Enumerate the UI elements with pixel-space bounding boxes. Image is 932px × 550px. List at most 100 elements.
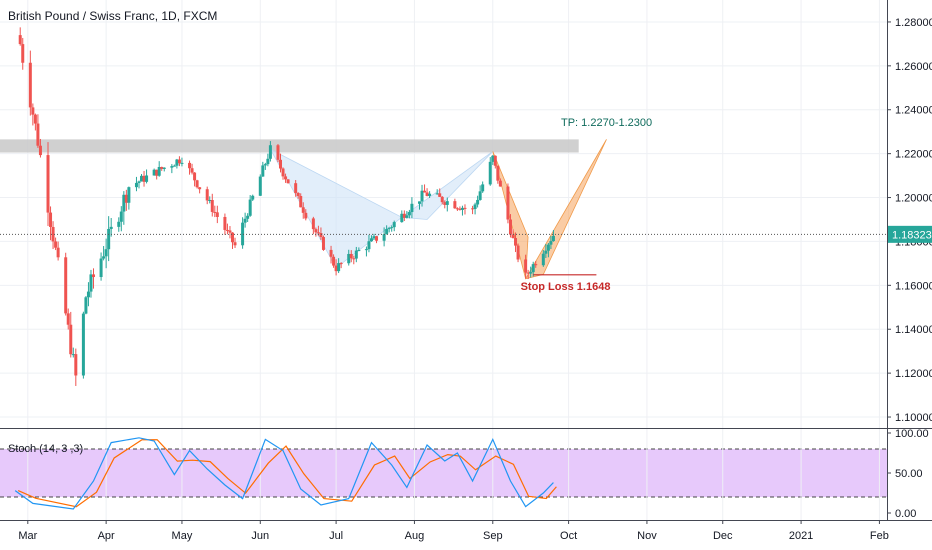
candle-body: [493, 155, 497, 166]
candle-body: [390, 227, 394, 229]
stoch-d-line: [17, 439, 557, 508]
candle-body: [339, 263, 343, 265]
candle-body: [531, 264, 535, 273]
candle-body: [155, 169, 159, 176]
candle-body: [193, 172, 197, 181]
candle-body: [524, 259, 528, 273]
candle-body: [66, 313, 70, 325]
candle-body: [375, 236, 379, 241]
candle-body: [541, 253, 545, 266]
candle-body: [473, 204, 477, 210]
x-tick-label: Dec: [713, 530, 733, 542]
candle-body: [385, 229, 389, 235]
current-price-tag: 1.18323: [888, 225, 932, 243]
candle-body: [458, 208, 462, 210]
candle-body: [51, 226, 55, 242]
candle-body: [445, 201, 449, 205]
candle-body: [549, 241, 553, 245]
candle-body: [246, 215, 250, 219]
candle-body: [496, 165, 500, 181]
candle-body: [188, 162, 192, 169]
candle-body: [49, 212, 53, 227]
x-tick-label: Apr: [98, 530, 115, 542]
candle-body: [180, 162, 184, 164]
chart-title: British Pound / Swiss Franc, 1D, FXCM: [8, 9, 217, 23]
main-pane[interactable]: Stop Loss 1.1648 TP: 1.2270-1.2300 Briti…: [0, 0, 887, 428]
candle-body: [99, 258, 103, 278]
candle-body: [102, 256, 106, 259]
x-tick-label: Feb: [870, 530, 889, 542]
candle-body: [551, 235, 555, 242]
candle-body: [526, 272, 530, 274]
candle-body: [233, 242, 237, 246]
candle-body: [498, 180, 502, 187]
candle-body: [213, 211, 217, 213]
candle-body: [372, 236, 376, 239]
x-tick-label: Mar: [18, 530, 37, 542]
candle-body: [392, 222, 396, 228]
candle-body: [210, 200, 214, 212]
candle-body: [205, 189, 209, 201]
candle-body: [92, 274, 96, 278]
candle-body: [243, 218, 247, 223]
candle-body: [208, 200, 212, 202]
resistance-zone[interactable]: [0, 139, 579, 153]
candle-body: [334, 265, 338, 272]
candle-body: [349, 253, 353, 259]
candle-body: [162, 167, 166, 169]
candle-body: [544, 250, 548, 254]
candle-body: [425, 192, 429, 196]
candle-body: [145, 175, 149, 182]
candles: [18, 27, 555, 386]
candle-body: [38, 145, 42, 156]
candle-body: [281, 168, 285, 177]
candle-body: [407, 212, 411, 216]
candle-body: [86, 291, 90, 298]
candle-body: [279, 159, 283, 169]
stoch-axis[interactable]: 100.00 50.00 0.00: [887, 428, 929, 520]
x-tick-label: Nov: [637, 530, 657, 542]
candle-body: [223, 216, 227, 230]
time-axis[interactable]: Mar Apr May Jun Jul Aug Sep Oct Nov Dec 2021 Feb: [18, 520, 889, 542]
x-tick-label: Aug: [405, 530, 425, 542]
candle-body: [36, 123, 40, 146]
x-tick-label: Oct: [560, 530, 577, 542]
candle-body: [491, 155, 495, 162]
candle-body: [142, 175, 146, 182]
bat-triangle-bcd: [400, 151, 494, 220]
candle-body: [304, 212, 308, 219]
horizontal-grid: [0, 21, 887, 418]
candle-body: [54, 241, 58, 248]
candle-body: [89, 274, 93, 292]
vertical-grid: [27, 0, 880, 428]
candle-body: [230, 232, 234, 243]
candle-body: [215, 212, 219, 217]
candle-body: [84, 297, 88, 314]
orange-harmonic-pattern[interactable]: [492, 139, 607, 280]
candle-body: [321, 237, 325, 250]
candle-body: [28, 62, 32, 108]
candle-body: [268, 145, 272, 159]
x-tick-label: Jun: [251, 530, 269, 542]
candle-body: [64, 257, 68, 314]
candle-body: [357, 250, 361, 252]
candle-body: [172, 165, 176, 167]
candle-body: [299, 195, 303, 208]
candle-body: [410, 203, 414, 213]
stoch-pane[interactable]: Stoch (14, 3 ,3): [0, 429, 887, 520]
take-profit-label: TP: 1.2270-1.2300: [561, 117, 652, 129]
candle-body: [190, 168, 194, 173]
price-axis[interactable]: 1.280001.260001.240001.220001.200001.180…: [887, 17, 932, 424]
candle-body: [364, 249, 368, 251]
candle-body: [319, 233, 323, 238]
candle-body: [488, 161, 492, 185]
candle-body: [443, 202, 447, 205]
candle-body: [124, 194, 128, 203]
stoch-tick-label: 100.00: [895, 428, 929, 440]
candle-body: [248, 199, 252, 216]
candle-body: [69, 324, 73, 355]
y-tick-label: 1.26000: [895, 61, 932, 73]
candle-body: [195, 180, 199, 188]
y-tick-label: 1.28000: [895, 17, 932, 29]
